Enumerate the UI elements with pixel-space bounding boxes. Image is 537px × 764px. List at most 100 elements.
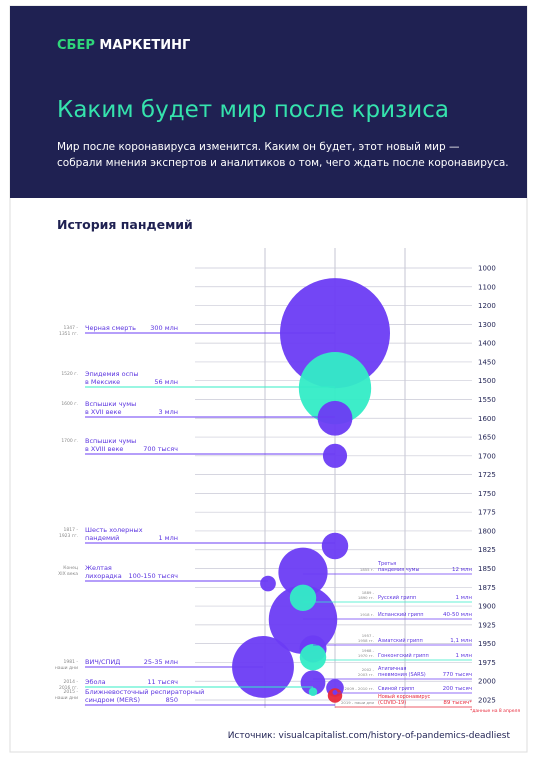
event-date: 2009 - 2010 гг.: [344, 686, 374, 691]
bubble: [332, 689, 338, 695]
y-tick-label: 1775: [478, 509, 496, 517]
subtitle-line: Мир после коронавируса изменится. Каким …: [57, 141, 459, 153]
event-date: 1957 -: [362, 633, 375, 638]
event-name: Вспышки чумы: [85, 400, 136, 408]
event-name: Русский грипп: [378, 594, 416, 601]
bubble: [321, 532, 349, 560]
event-value: 40-50 млн: [443, 612, 472, 618]
event-date: 1855 г.: [360, 567, 374, 572]
y-tick-label: 1450: [478, 358, 496, 366]
y-tick-label: 1875: [478, 584, 496, 592]
event-name: ВИЧ/СПИД: [85, 658, 120, 666]
event-date: 1970 гг.: [358, 653, 374, 658]
event-date: 1351 гг.: [59, 331, 78, 337]
event-name: Желтая: [85, 564, 112, 572]
event-name: лихорадка: [85, 572, 122, 580]
event-date: 1918 г.: [360, 612, 374, 617]
event-date: 1700 г.: [61, 438, 78, 444]
event-name: Гонконгский грипп: [378, 652, 429, 659]
event-value: 300 млн: [150, 324, 178, 332]
event-value: 1 млн: [158, 534, 178, 542]
title: Каким будет мир после кризиса: [57, 97, 449, 123]
y-tick-label: 1500: [478, 377, 496, 385]
y-tick-label: 1700: [478, 452, 496, 460]
event-name: Испанский грипп: [378, 611, 424, 618]
y-tick-label: 1950: [478, 640, 496, 648]
event-date: наши дни: [55, 666, 78, 671]
event-name: Новый коронавирус: [378, 693, 431, 700]
y-tick-label: 2025: [478, 697, 496, 705]
event-name: Эбола: [85, 678, 106, 686]
event-date: 2002 -: [362, 667, 375, 672]
event-name: (COVID-19): [378, 700, 406, 706]
bubble: [260, 575, 276, 592]
event-date: 1600 г.: [61, 401, 78, 407]
y-tick-label: 1925: [478, 621, 496, 629]
y-tick-label: 1650: [478, 434, 496, 442]
event-date: 2019 - наши дни: [341, 700, 375, 705]
event-value: 3 млн: [158, 408, 178, 416]
bubble: [289, 584, 317, 612]
bubble: [298, 352, 372, 425]
source: Источник: visualcapitalist.com/history-o…: [228, 731, 511, 741]
event-date: 2014 -: [63, 679, 78, 685]
y-tick-label: 1750: [478, 490, 496, 498]
chart-title: История пандемий: [57, 217, 193, 232]
event-value: 25-35 млн: [144, 658, 178, 666]
event-value: 12 млн: [452, 567, 472, 573]
y-tick-label: 1100: [478, 283, 496, 291]
event-name: Третья: [377, 561, 396, 567]
event-name: в Мексике: [85, 378, 120, 386]
y-tick-label: 1600: [478, 415, 496, 423]
event-name: Атипичная: [378, 666, 406, 672]
bubble: [317, 400, 353, 436]
y-tick-label: 1800: [478, 527, 496, 535]
subtitle-line: собрали мнения экспертов и аналитиков о …: [57, 157, 509, 169]
bubble: [300, 670, 326, 696]
bubble: [322, 443, 348, 468]
y-tick-label: 1200: [478, 302, 496, 310]
event-date: 2015 -: [63, 689, 78, 695]
event-date: 1958 гг.: [358, 638, 374, 643]
event-name: пневмония (SARS): [378, 672, 426, 678]
y-tick-label: 1000: [478, 265, 496, 273]
event-name: синдром (MERS): [85, 696, 140, 704]
event-date: 1817 -: [63, 527, 78, 533]
event-name: Эпидемия оспы: [85, 370, 139, 378]
y-tick-label: 1975: [478, 659, 496, 667]
event-date: 2016 гг.: [59, 685, 78, 691]
event-date: XIX века: [58, 571, 78, 577]
logo-second: МАРКЕТИНГ: [99, 38, 190, 53]
logo: СБЕР МАРКЕТИНГ: [57, 38, 190, 53]
y-tick-label: 1300: [478, 321, 496, 329]
bubble: [308, 687, 318, 697]
y-tick-label: 1725: [478, 471, 496, 479]
bubble: [299, 643, 327, 671]
footnote: *данные на 8 апреля: [470, 708, 520, 714]
y-tick-label: 1850: [478, 565, 496, 573]
event-name: Ближневосточный респираторный: [85, 688, 204, 696]
event-value: 11 тысяч: [147, 678, 178, 686]
event-date: 1520 г.: [61, 371, 78, 377]
event-value: 1,1 млн: [450, 638, 472, 644]
y-tick-label: 1825: [478, 546, 496, 554]
event-date: 1981 -: [63, 659, 78, 665]
event-value: 850: [166, 696, 178, 704]
bubble: [278, 547, 328, 597]
event-name: пандемий: [85, 534, 119, 542]
event-name: Свиной грипп: [378, 685, 414, 692]
bubble: [327, 688, 343, 703]
event-value: 200 тысяч: [443, 686, 472, 692]
bubble: [268, 585, 338, 654]
event-name: в XVII веке: [85, 408, 121, 416]
event-value: 89 тысяч*: [443, 700, 472, 706]
y-tick-label: 1400: [478, 340, 496, 348]
event-name: в XVIII веке: [85, 445, 123, 453]
event-value: 1 млн: [455, 595, 472, 601]
event-date: 1968 -: [362, 648, 375, 653]
event-date: 1890 гг.: [358, 595, 374, 600]
event-name: пандемия чумы: [378, 567, 419, 573]
event-value: 100-150 тысяч: [129, 572, 179, 580]
event-name: Азиатский грипп: [378, 637, 423, 644]
